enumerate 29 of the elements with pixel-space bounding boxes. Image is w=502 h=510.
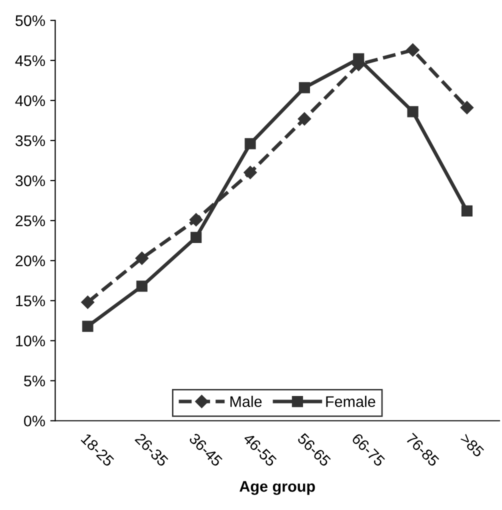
point [298,112,312,126]
y-tick-label: 30% [16,175,45,186]
y-tick-label: 35% [16,135,45,146]
y-tick-label: 50% [16,15,45,26]
x-axis-title: Age group [240,481,315,495]
point [135,252,148,265]
y-tick-label: 15% [16,296,45,306]
point [244,138,256,150]
point [244,166,257,180]
y-tick-label: 40% [15,95,45,106]
point [82,320,94,332]
legend-label: Female [326,396,376,408]
point [298,82,310,94]
point [461,205,473,217]
point [81,296,94,309]
point [460,101,474,114]
y-tick-label: 0% [24,416,45,426]
y-tick-label: 5% [24,376,45,386]
y-tick-label: 45% [15,55,45,66]
point [190,213,203,226]
y-tick-label: 10% [16,336,45,346]
point [190,232,202,243]
legend-label: Male [230,396,262,408]
y-tick-label: 20% [16,255,45,266]
point [136,280,148,292]
x-tick-label: >85 [460,432,485,458]
point [406,43,420,57]
y-tick-label: 25% [16,215,45,226]
point [407,106,418,118]
